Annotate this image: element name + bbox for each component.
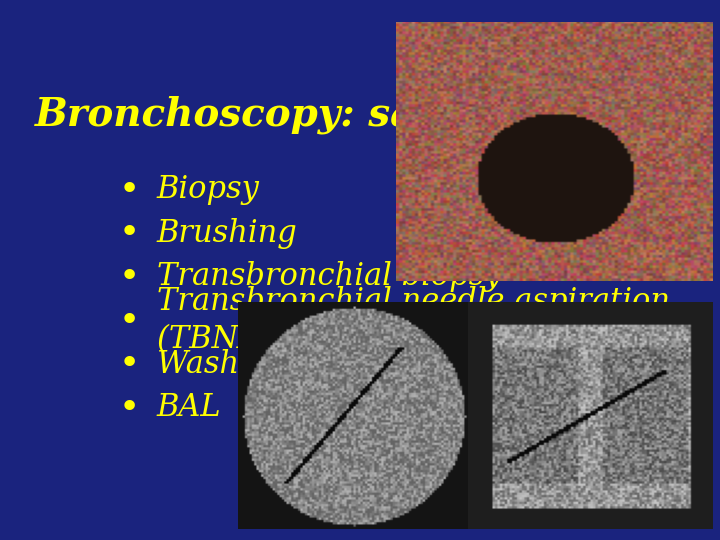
Text: Washing: Washing	[157, 349, 288, 380]
Text: Biopsy: Biopsy	[157, 174, 260, 205]
Text: •: •	[118, 173, 140, 206]
Text: •: •	[118, 347, 140, 381]
Text: BAL: BAL	[157, 393, 222, 423]
Text: •: •	[118, 260, 140, 294]
Text: •: •	[118, 303, 140, 338]
Text: Transbronchial needle aspiration
(TBNA, EBUS): Transbronchial needle aspiration (TBNA, …	[157, 286, 670, 355]
Text: •: •	[118, 216, 140, 250]
Text: Transbronchial biopsy: Transbronchial biopsy	[157, 261, 502, 292]
Text: Brushing: Brushing	[157, 218, 297, 249]
Text: Bronchoscopy: sampling: Bronchoscopy: sampling	[35, 96, 570, 134]
Text: •: •	[118, 391, 140, 425]
